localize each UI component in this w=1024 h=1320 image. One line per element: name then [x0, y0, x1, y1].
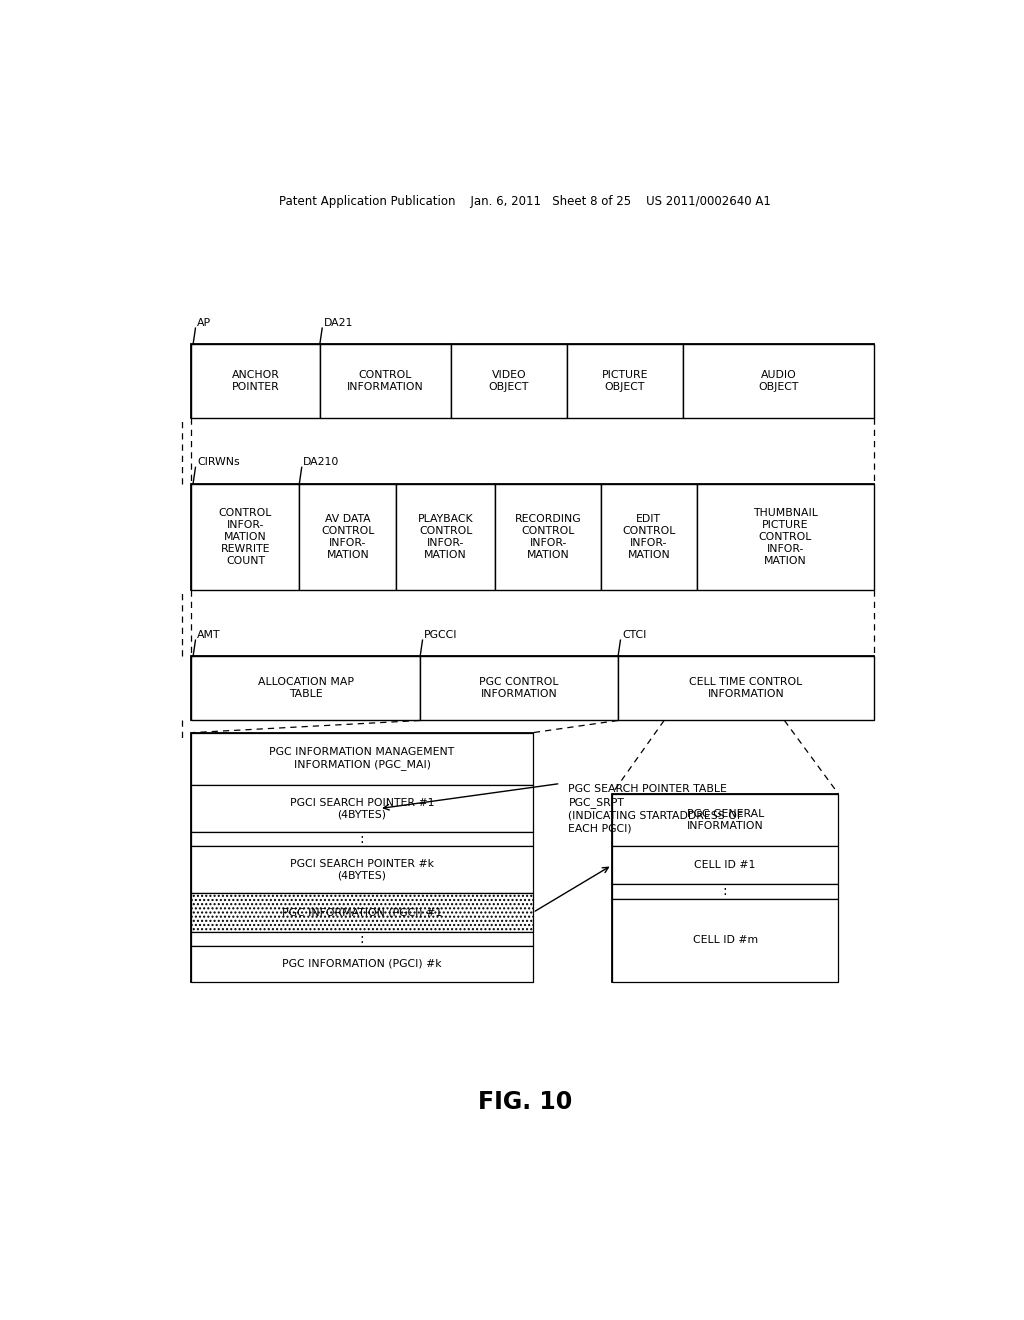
- Text: DA210: DA210: [303, 458, 340, 467]
- Bar: [191, 932, 532, 945]
- Bar: [191, 345, 873, 417]
- Text: CONTROL
INFORMATION: CONTROL INFORMATION: [347, 370, 424, 392]
- Text: PICTURE
OBJECT: PICTURE OBJECT: [602, 370, 648, 392]
- Bar: [612, 793, 839, 982]
- Text: AV DATA
CONTROL
INFOR-
MATION: AV DATA CONTROL INFOR- MATION: [322, 513, 375, 560]
- Bar: [612, 846, 839, 884]
- Bar: [396, 483, 496, 590]
- Text: :: :: [359, 832, 365, 846]
- Bar: [191, 846, 532, 894]
- Text: PLAYBACK
CONTROL
INFOR-
MATION: PLAYBACK CONTROL INFOR- MATION: [418, 513, 473, 560]
- Text: EDIT
CONTROL
INFOR-
MATION: EDIT CONTROL INFOR- MATION: [622, 513, 676, 560]
- Text: :: :: [723, 884, 727, 899]
- Text: PGCCI: PGCCI: [424, 630, 458, 640]
- Text: ANCHOR
POINTER: ANCHOR POINTER: [231, 370, 280, 392]
- Bar: [191, 833, 532, 846]
- Bar: [683, 345, 873, 417]
- Bar: [451, 345, 567, 417]
- Text: :: :: [359, 932, 365, 945]
- Text: ALLOCATION MAP
TABLE: ALLOCATION MAP TABLE: [258, 677, 354, 700]
- Bar: [612, 884, 839, 899]
- Bar: [612, 899, 839, 982]
- Bar: [299, 483, 396, 590]
- Bar: [191, 345, 319, 417]
- Bar: [696, 483, 874, 590]
- Text: AP: AP: [197, 318, 211, 329]
- Bar: [191, 785, 532, 833]
- Bar: [420, 656, 618, 721]
- Text: AMT: AMT: [197, 630, 220, 640]
- Text: PGC SEARCH POINTER TABLE
PGC_SRPT
(INDICATING STARTADDRESS OF
EACH PGCI): PGC SEARCH POINTER TABLE PGC_SRPT (INDIC…: [568, 784, 743, 833]
- Text: VIDEO
OBJECT: VIDEO OBJECT: [488, 370, 529, 392]
- Bar: [191, 483, 873, 590]
- Text: THUMBNAIL
PICTURE
CONTROL
INFOR-
MATION: THUMBNAIL PICTURE CONTROL INFOR- MATION: [753, 508, 818, 566]
- Text: CELL ID #m: CELL ID #m: [692, 936, 758, 945]
- Text: PGCI SEARCH POINTER #1
(4BYTES): PGCI SEARCH POINTER #1 (4BYTES): [290, 797, 434, 820]
- Bar: [319, 345, 451, 417]
- Text: PGC INFORMATION (PGCI) #k: PGC INFORMATION (PGCI) #k: [283, 958, 442, 969]
- Text: CELL ID #1: CELL ID #1: [694, 861, 756, 870]
- Bar: [618, 656, 874, 721]
- Text: CIRWNs: CIRWNs: [197, 458, 240, 467]
- Bar: [496, 483, 601, 590]
- Text: DA21: DA21: [324, 318, 353, 329]
- Text: PGC GENERAL
INFORMATION: PGC GENERAL INFORMATION: [686, 809, 764, 832]
- Bar: [612, 793, 839, 846]
- Text: RECORDING
CONTROL
INFOR-
MATION: RECORDING CONTROL INFOR- MATION: [515, 513, 582, 560]
- Text: PGC CONTROL
INFORMATION: PGC CONTROL INFORMATION: [479, 677, 559, 700]
- Bar: [191, 733, 532, 982]
- Text: CELL TIME CONTROL
INFORMATION: CELL TIME CONTROL INFORMATION: [689, 677, 803, 700]
- Text: PGCI SEARCH POINTER #k
(4BYTES): PGCI SEARCH POINTER #k (4BYTES): [290, 858, 434, 880]
- Bar: [191, 656, 873, 721]
- Bar: [191, 483, 299, 590]
- Bar: [191, 656, 420, 721]
- Text: AUDIO
OBJECT: AUDIO OBJECT: [758, 370, 799, 392]
- Bar: [191, 733, 532, 785]
- Bar: [191, 894, 532, 932]
- Bar: [191, 945, 532, 982]
- Text: CONTROL
INFOR-
MATION
REWRITE
COUNT: CONTROL INFOR- MATION REWRITE COUNT: [219, 508, 272, 566]
- Bar: [601, 483, 696, 590]
- Text: CTCI: CTCI: [622, 630, 646, 640]
- Text: Patent Application Publication    Jan. 6, 2011   Sheet 8 of 25    US 2011/000264: Patent Application Publication Jan. 6, 2…: [279, 194, 771, 207]
- Text: PGC INFORMATION MANAGEMENT
INFORMATION (PGC_MAI): PGC INFORMATION MANAGEMENT INFORMATION (…: [269, 747, 455, 771]
- Text: PGC INFORMATION (PGCI) #1: PGC INFORMATION (PGCI) #1: [282, 908, 442, 917]
- Bar: [567, 345, 683, 417]
- Text: FIG. 10: FIG. 10: [477, 1089, 572, 1114]
